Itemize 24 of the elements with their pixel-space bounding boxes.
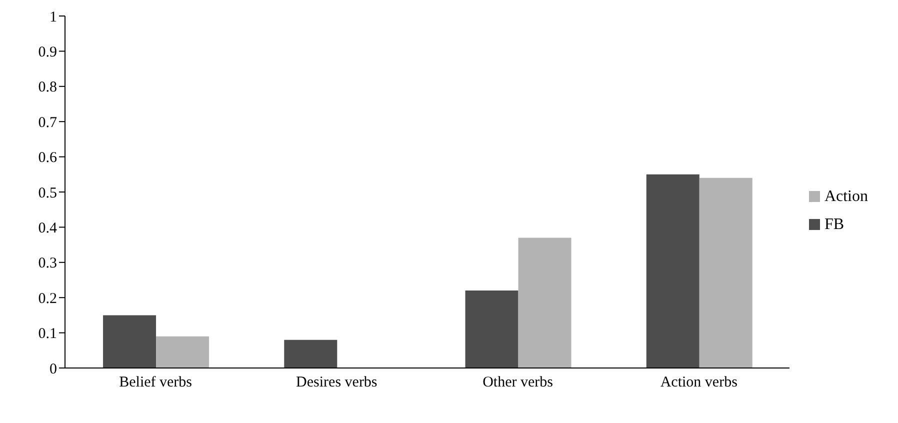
x-tick-label: Other verbs — [482, 374, 554, 391]
bar — [284, 340, 338, 368]
y-tick-label: 0.1 — [38, 326, 57, 342]
y-tick-label: 0.6 — [38, 150, 58, 166]
x-tick-label: Desires verbs — [296, 374, 378, 391]
bar — [518, 238, 572, 368]
x-tick-label: Action verbs — [660, 374, 738, 391]
y-tick-label: 0 — [50, 361, 57, 378]
y-tick-label: 0.8 — [38, 80, 57, 96]
bar — [646, 174, 700, 368]
legend-label: Action — [824, 188, 868, 204]
bar — [465, 290, 518, 368]
y-tick-label: 0.4 — [38, 220, 58, 237]
y-tick-label: 0.7 — [38, 114, 58, 131]
y-tick-label: 0.2 — [38, 290, 57, 307]
y-tick-label: 0.5 — [38, 185, 57, 202]
bar — [699, 178, 752, 368]
bar — [156, 336, 210, 368]
y-tick-label: 1 — [50, 9, 57, 26]
y-tick-label: 0.9 — [38, 44, 57, 61]
x-tick-label: Belief verbs — [119, 374, 192, 391]
y-tick-label: 0.3 — [38, 256, 57, 272]
legend-label: FB — [824, 216, 844, 232]
bar — [103, 315, 156, 368]
